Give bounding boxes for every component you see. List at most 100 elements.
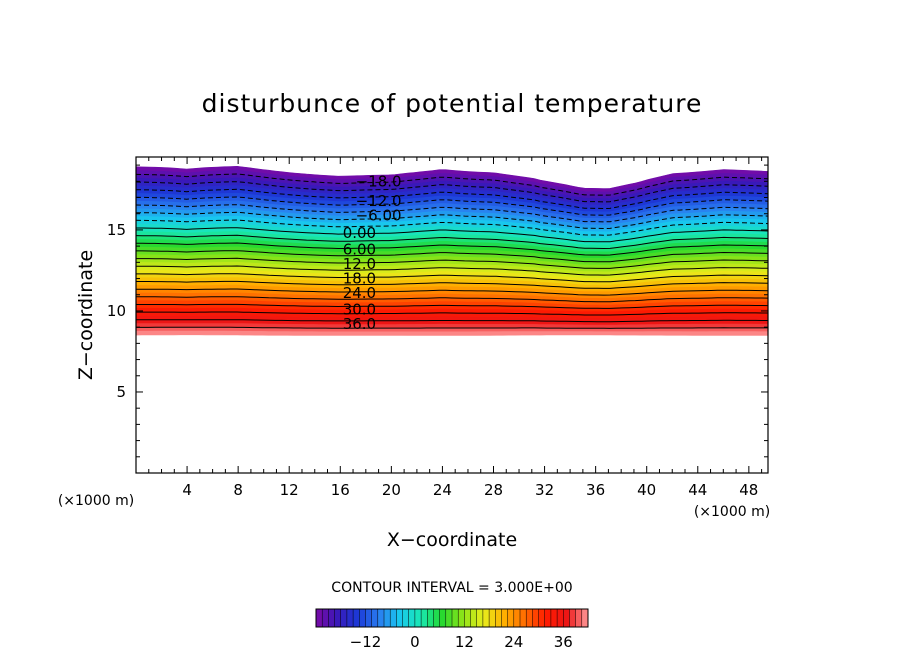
contour-label: 12.0 bbox=[343, 255, 376, 273]
contour-line bbox=[136, 280, 768, 289]
colorbar-cell bbox=[563, 609, 570, 627]
colorbar-cell bbox=[408, 609, 416, 627]
colorbar-cell bbox=[322, 609, 329, 627]
contour-line bbox=[136, 319, 768, 323]
contour-line bbox=[136, 326, 768, 329]
contour-line bbox=[136, 311, 768, 316]
colorbar-tick-label: −12 bbox=[350, 633, 382, 651]
colorbar-cell bbox=[507, 609, 515, 627]
contour-line bbox=[136, 204, 768, 223]
contour-label: 18.0 bbox=[343, 270, 376, 288]
colorbar-cell bbox=[526, 609, 533, 627]
colorbar-cell bbox=[328, 609, 335, 627]
colorbar-cell bbox=[501, 609, 509, 627]
y-tick-label: 15 bbox=[107, 221, 126, 239]
contour-line bbox=[136, 250, 768, 263]
colorbar-cell bbox=[365, 609, 373, 627]
colorbar: −12 0 12 24 36 bbox=[315, 608, 589, 651]
colorbar-cell bbox=[390, 609, 397, 627]
contour-line bbox=[136, 265, 768, 276]
colorbar-cell bbox=[427, 609, 434, 627]
colorbar-cell bbox=[384, 609, 391, 627]
x-unit-label-left: (×1000 m) bbox=[58, 493, 134, 509]
x-tick-label: 16 bbox=[331, 481, 350, 499]
colorbar-cell bbox=[433, 609, 441, 627]
colorbar-tick-label: 0 bbox=[410, 633, 420, 651]
colorbar-cell bbox=[359, 609, 366, 627]
x-unit-label-right: (×1000 m) bbox=[694, 504, 770, 520]
x-tick-label: 4 bbox=[182, 481, 192, 499]
colorbar-cell bbox=[371, 609, 379, 627]
colorbar-cell bbox=[396, 609, 403, 627]
x-tick-label: 40 bbox=[637, 481, 656, 499]
colorbar-tick-label: 36 bbox=[554, 633, 573, 651]
colorbar-cell bbox=[464, 609, 471, 627]
colorbar-cell bbox=[353, 609, 360, 627]
x-tick-label: 48 bbox=[739, 481, 758, 499]
colorbar-cell bbox=[495, 609, 502, 627]
x-tick-label: 8 bbox=[233, 481, 243, 499]
colorbar-cell bbox=[414, 609, 422, 627]
colorbar-cell bbox=[489, 609, 496, 627]
y-axis-title: Z−coordinate bbox=[75, 250, 97, 380]
colorbar-cell bbox=[557, 609, 564, 627]
x-tick-label: 28 bbox=[484, 481, 503, 499]
x-tick-label: 32 bbox=[535, 481, 554, 499]
contour-line bbox=[136, 234, 768, 250]
x-tick-label: 12 bbox=[280, 481, 299, 499]
y-tick-label: 5 bbox=[116, 383, 126, 401]
x-tick-label: 36 bbox=[586, 481, 605, 499]
colorbar-cell bbox=[532, 609, 539, 627]
colorbar-cell bbox=[346, 609, 354, 627]
colorbar-frame bbox=[315, 608, 589, 628]
colorbar-cell bbox=[439, 609, 447, 627]
contour-line bbox=[136, 196, 768, 216]
contour-label: 36.0 bbox=[343, 315, 376, 333]
contour-interval-text: CONTOUR INTERVAL = 3.000E+00 bbox=[331, 580, 572, 596]
colorbar-cell bbox=[538, 609, 546, 627]
contour-label: 24.0 bbox=[343, 284, 376, 302]
colorbar-cell bbox=[334, 609, 342, 627]
contour-line bbox=[136, 273, 768, 283]
contour-line bbox=[136, 219, 768, 236]
colorbar-cell bbox=[452, 609, 459, 627]
y-tick-label: 10 bbox=[107, 302, 126, 320]
contour-line bbox=[136, 242, 768, 256]
contour-field bbox=[136, 165, 768, 336]
contour-line bbox=[136, 188, 768, 210]
x-tick-label: 20 bbox=[382, 481, 401, 499]
contour-line bbox=[136, 257, 768, 269]
colorbar-cell bbox=[421, 609, 428, 627]
contour-label: 30.0 bbox=[343, 300, 376, 318]
colorbar-cell bbox=[458, 609, 465, 627]
contour-line bbox=[136, 211, 768, 230]
x-axis-title: X−coordinate bbox=[387, 529, 517, 551]
colorbar-cell bbox=[575, 609, 583, 627]
colorbar-cell bbox=[513, 609, 521, 627]
contour-line bbox=[136, 227, 768, 243]
colorbar-cell bbox=[445, 609, 453, 627]
colorbar-cell bbox=[520, 609, 527, 627]
contour-line bbox=[136, 288, 768, 296]
contour-line bbox=[136, 296, 768, 303]
chart-title: disturbunce of potential temperature bbox=[202, 89, 703, 118]
colorbar-cell bbox=[550, 609, 558, 627]
contour-label: −18.0 bbox=[356, 172, 402, 190]
contour-label: −6.00 bbox=[356, 206, 402, 224]
colorbar-cell bbox=[476, 609, 484, 627]
contour-line bbox=[136, 173, 768, 196]
plot-frame bbox=[135, 156, 769, 474]
colorbar-cell bbox=[569, 609, 577, 627]
x-tick-label: 44 bbox=[688, 481, 707, 499]
colorbar-tick-label: 12 bbox=[455, 633, 474, 651]
colorbar-cell bbox=[377, 609, 385, 627]
contour-label: 0.00 bbox=[343, 224, 376, 242]
contour-label: −12.0 bbox=[356, 192, 402, 210]
colorbar-cell bbox=[470, 609, 478, 627]
colorbar-cell bbox=[581, 609, 589, 627]
colorbar-cell bbox=[544, 609, 552, 627]
contour-label: 6.00 bbox=[343, 240, 376, 258]
